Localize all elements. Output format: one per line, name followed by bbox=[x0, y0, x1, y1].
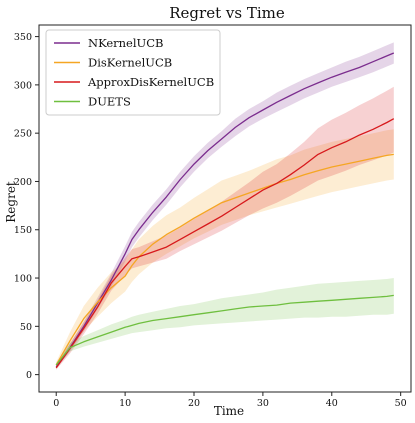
duets-line bbox=[55, 294, 394, 366]
nkernelucb-confidence-band bbox=[56, 42, 394, 369]
plot-frame bbox=[38, 24, 412, 393]
legend-label-nkernelucb: NKernelUCB bbox=[88, 36, 163, 50]
series-lines bbox=[55, 52, 395, 369]
x-tick-label: 0 bbox=[53, 398, 59, 409]
x-tick-label: 30 bbox=[257, 398, 269, 409]
x-tick-label: 50 bbox=[395, 398, 407, 409]
x-axis-ticks: 0 10 20 30 40 50 bbox=[53, 392, 407, 409]
diskernelucb-line bbox=[55, 153, 394, 366]
nkernelucb-line bbox=[55, 52, 395, 368]
y-tick-label: 250 bbox=[14, 129, 32, 140]
legend-label-diskernelucb: DisKernelUCB bbox=[88, 56, 172, 70]
y-tick-label: 300 bbox=[14, 80, 32, 91]
approxdiskernelucb-line bbox=[55, 118, 395, 369]
y-tick-label: 50 bbox=[20, 322, 32, 333]
y-axis-ticks: 0 50 100 150 200 250 300 350 bbox=[14, 32, 39, 381]
x-tick-label: 10 bbox=[119, 398, 131, 409]
legend-label-duets: DUETS bbox=[88, 95, 131, 109]
y-tick-label: 200 bbox=[14, 177, 32, 188]
y-tick-label: 100 bbox=[14, 274, 32, 285]
x-tick-label: 40 bbox=[326, 398, 338, 409]
legend-label-approxdiskernelucb: ApproxDisKernelUCB bbox=[87, 75, 214, 89]
legend: NKernelUCB DisKernelUCB ApproxDisKernelUCB… bbox=[45, 29, 221, 116]
confidence-bands bbox=[56, 42, 394, 370]
y-axis-label: Regret bbox=[4, 181, 18, 223]
approxdiskernelucb-confidence-band bbox=[56, 86, 394, 370]
chart-title: Regret vs Time bbox=[169, 4, 285, 22]
x-tick-label: 20 bbox=[188, 398, 200, 409]
y-tick-label: 150 bbox=[14, 225, 32, 236]
duets-confidence-band bbox=[56, 278, 394, 367]
y-tick-label: 350 bbox=[14, 32, 32, 43]
y-tick-label: 0 bbox=[26, 370, 32, 381]
diskernelucb-confidence-band bbox=[56, 129, 394, 368]
legend-box bbox=[45, 29, 221, 116]
x-axis-label: Time bbox=[214, 404, 244, 418]
